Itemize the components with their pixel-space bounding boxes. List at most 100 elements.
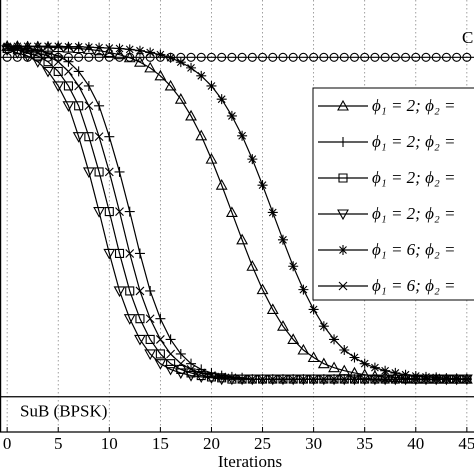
reference-marker xyxy=(441,52,451,62)
data-point xyxy=(225,206,238,218)
data-point xyxy=(64,67,73,76)
data-point xyxy=(114,248,125,259)
data-point xyxy=(125,249,135,258)
data-point xyxy=(176,359,186,369)
data-point xyxy=(317,357,330,369)
reference-label: C xyxy=(462,28,473,47)
reference-marker xyxy=(217,52,227,62)
data-point xyxy=(309,374,319,384)
data-point xyxy=(329,374,339,384)
data-point xyxy=(267,207,278,218)
data-point xyxy=(72,42,85,54)
data-point xyxy=(175,57,186,68)
data-point xyxy=(74,101,84,111)
x-tick-label: 40 xyxy=(407,434,424,453)
data-point xyxy=(155,49,166,60)
data-point xyxy=(123,314,136,325)
data-point xyxy=(278,374,288,384)
data-point xyxy=(369,362,380,373)
data-point xyxy=(166,349,175,359)
data-point xyxy=(104,207,114,217)
reference-marker xyxy=(94,52,104,62)
reference-marker xyxy=(370,52,380,62)
data-point xyxy=(53,41,64,52)
data-point xyxy=(155,335,165,344)
data-point xyxy=(63,41,74,52)
data-point xyxy=(62,101,75,112)
data-point xyxy=(145,334,155,344)
data-point xyxy=(227,373,237,383)
data-point xyxy=(318,321,329,332)
data-point xyxy=(257,180,268,191)
data-point xyxy=(82,43,95,54)
reference-marker xyxy=(462,52,472,62)
reference-marker xyxy=(104,52,114,62)
data-point xyxy=(441,373,452,384)
data-point xyxy=(103,46,116,58)
data-point xyxy=(360,374,370,384)
reference-marker xyxy=(227,52,237,62)
data-point xyxy=(72,132,85,143)
data-point xyxy=(104,131,115,142)
data-point xyxy=(186,62,197,73)
data-point xyxy=(135,314,145,324)
reference-marker xyxy=(319,52,329,62)
data-point xyxy=(104,167,114,177)
reference-marker xyxy=(247,52,257,62)
data-point xyxy=(22,41,33,52)
data-point xyxy=(82,167,95,179)
reference-marker xyxy=(196,52,206,62)
x-tick-label: 30 xyxy=(305,434,322,453)
data-point xyxy=(155,313,166,324)
data-point xyxy=(145,314,155,324)
x-axis-label: Iterations xyxy=(218,452,282,471)
data-point xyxy=(308,304,319,315)
legend-marker xyxy=(338,245,348,255)
data-point xyxy=(390,374,400,384)
series-line xyxy=(7,45,467,380)
data-point xyxy=(431,374,441,384)
reference-marker xyxy=(401,52,411,62)
data-point xyxy=(21,51,34,63)
data-point xyxy=(33,48,43,58)
data-point xyxy=(144,349,157,361)
data-point xyxy=(328,361,340,373)
data-point xyxy=(124,206,135,217)
data-point xyxy=(205,153,218,164)
data-point xyxy=(268,374,278,384)
data-point xyxy=(32,41,43,52)
data-point xyxy=(115,207,124,216)
data-point xyxy=(164,79,177,91)
legend-label: ϕ₁ = 2; ϕ₂ = xyxy=(372,96,456,115)
data-point xyxy=(134,45,145,56)
data-point xyxy=(63,81,73,91)
data-point xyxy=(144,61,157,73)
reference-marker xyxy=(390,52,400,62)
data-point xyxy=(288,374,298,384)
data-point xyxy=(216,94,227,105)
x-tick-label: 15 xyxy=(152,434,169,453)
legend: ϕ₁ = 2; ϕ₂ = ϕ₁ = 2; ϕ₂ = ϕ₁ = 2; ϕ₂ = ϕ₁ =… xyxy=(312,87,474,301)
data-point xyxy=(83,42,94,53)
data-point xyxy=(165,52,176,63)
reference-marker xyxy=(421,52,431,62)
reference-marker xyxy=(329,52,339,62)
data-point xyxy=(411,374,421,384)
reference-marker xyxy=(349,52,360,62)
data-point xyxy=(237,130,248,141)
data-point xyxy=(237,374,247,384)
data-point xyxy=(196,368,206,378)
data-point xyxy=(215,179,228,190)
data-point xyxy=(277,320,289,331)
data-point xyxy=(421,374,431,384)
data-point xyxy=(84,132,94,142)
data-point xyxy=(350,374,359,384)
data-point xyxy=(452,374,462,384)
data-point xyxy=(94,100,105,111)
data-point xyxy=(297,343,310,355)
x-tick-label: 35 xyxy=(356,434,373,453)
data-point xyxy=(400,369,411,380)
reference-marker xyxy=(431,52,441,62)
legend-label: ϕ₁ = 6; ϕ₂ = xyxy=(372,240,456,259)
data-point xyxy=(135,286,145,296)
